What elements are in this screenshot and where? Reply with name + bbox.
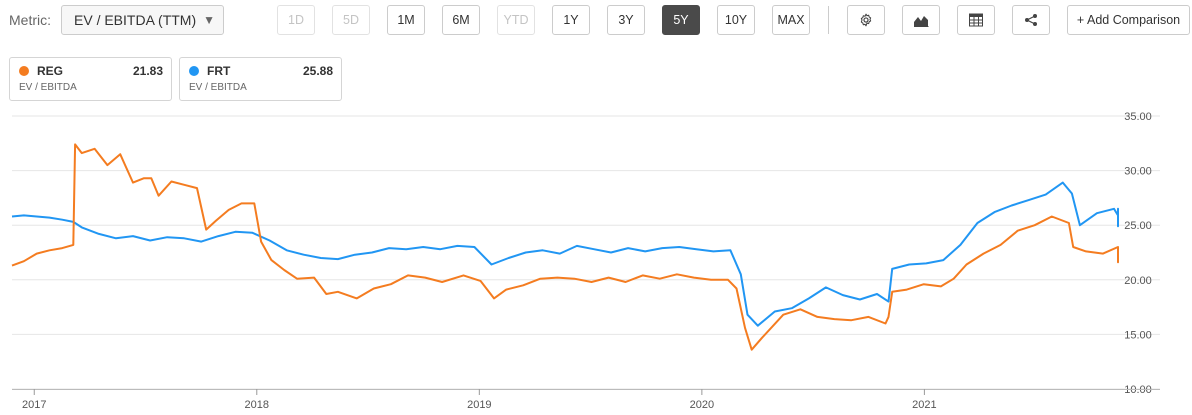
x-tick-label: 2021 bbox=[912, 399, 936, 411]
y-tick-label: 25.00 bbox=[1124, 220, 1152, 232]
range-button-3y[interactable]: 3Y bbox=[607, 5, 645, 35]
range-button-ytd[interactable]: YTD bbox=[497, 5, 535, 35]
series-color-dot bbox=[189, 66, 199, 76]
x-tick-label: 2020 bbox=[690, 399, 714, 411]
chart-toolbar: Metric: EV / EBITDA (TTM) ▼ 1D 5D 1M 6M … bbox=[0, 0, 1192, 44]
range-button-max[interactable]: MAX bbox=[772, 5, 810, 35]
legend-ticker: REG bbox=[37, 64, 64, 78]
share-button[interactable] bbox=[1012, 5, 1050, 35]
legend-item-reg[interactable]: REG 21.83 EV / EBITDA bbox=[9, 57, 172, 101]
add-comparison-button[interactable]: + Add Comparison bbox=[1067, 5, 1190, 35]
range-button-5d[interactable]: 5D bbox=[332, 5, 370, 35]
y-tick-label: 35.00 bbox=[1124, 111, 1152, 123]
series-color-dot bbox=[19, 66, 29, 76]
series-line-reg bbox=[11, 143, 1119, 351]
caret-down-icon: ▼ bbox=[203, 13, 215, 27]
legend-metric: EV / EBITDA bbox=[19, 82, 77, 93]
legend-value: 25.88 bbox=[302, 64, 333, 78]
gear-icon bbox=[860, 13, 872, 27]
legend-ticker: FRT bbox=[207, 64, 231, 78]
metric-select-value: EV / EBITDA (TTM) bbox=[74, 12, 197, 28]
x-tick-label: 2017 bbox=[22, 399, 46, 411]
range-button-5y[interactable]: 5Y bbox=[662, 5, 700, 35]
range-button-1y[interactable]: 1Y bbox=[552, 5, 590, 35]
legend-metric: EV / EBITDA bbox=[189, 82, 247, 93]
table-view-button[interactable] bbox=[957, 5, 995, 35]
y-tick-label: 15.00 bbox=[1124, 329, 1152, 341]
x-tick-label: 2018 bbox=[245, 399, 269, 411]
range-button-1d[interactable]: 1D bbox=[277, 5, 315, 35]
share-icon bbox=[1025, 14, 1037, 26]
y-tick-label: 20.00 bbox=[1124, 275, 1152, 287]
area-chart-icon bbox=[914, 16, 929, 27]
y-tick-label: 30.00 bbox=[1124, 166, 1152, 178]
legend-item-frt[interactable]: FRT 25.88 EV / EBITDA bbox=[179, 57, 342, 101]
toolbar-divider bbox=[828, 6, 829, 34]
legend-value: 21.83 bbox=[132, 64, 163, 78]
table-icon bbox=[969, 13, 983, 27]
range-button-1m[interactable]: 1M bbox=[387, 5, 425, 35]
series-line-frt bbox=[11, 181, 1119, 327]
metric-select[interactable]: EV / EBITDA (TTM) ▼ bbox=[61, 5, 224, 35]
chart-type-button[interactable] bbox=[902, 5, 940, 35]
settings-button[interactable] bbox=[847, 5, 885, 35]
metric-label: Metric: bbox=[9, 12, 51, 28]
range-button-10y[interactable]: 10Y bbox=[717, 5, 755, 35]
range-button-6m[interactable]: 6M bbox=[442, 5, 480, 35]
x-tick-label: 2019 bbox=[467, 399, 491, 411]
